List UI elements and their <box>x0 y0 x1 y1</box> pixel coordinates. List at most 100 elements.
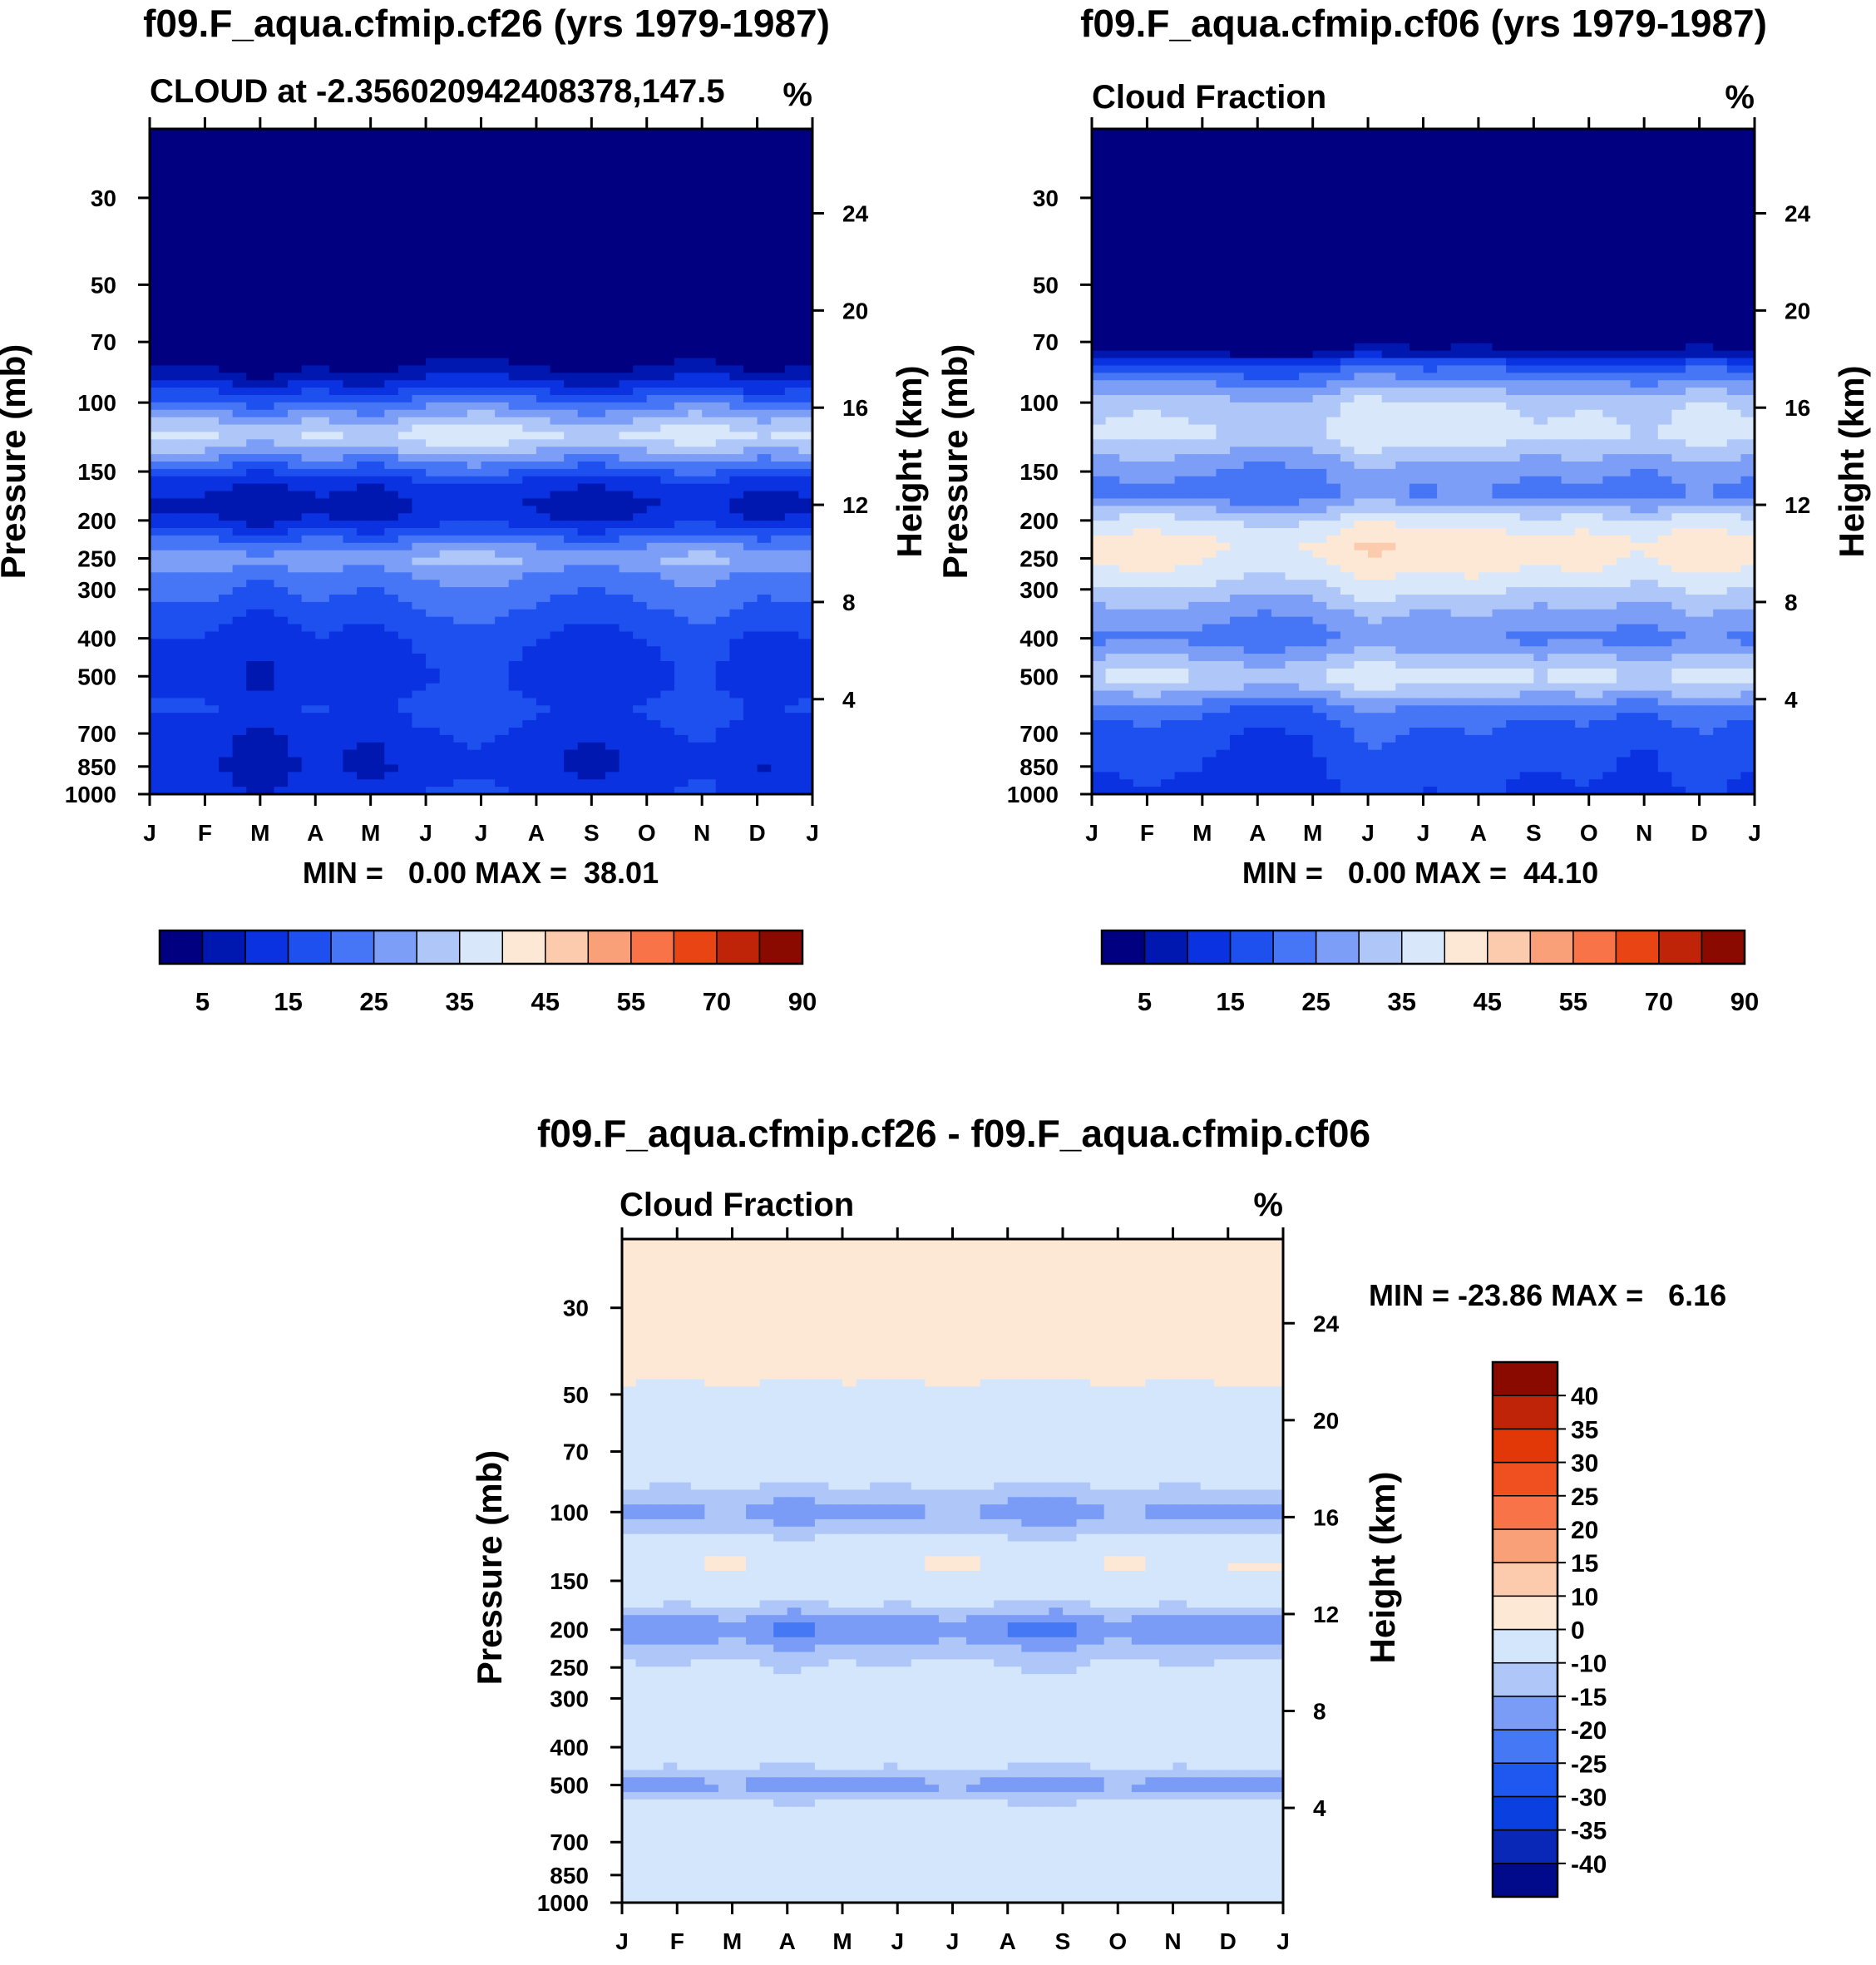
heat-cell <box>467 735 481 743</box>
heat-cell <box>150 498 164 506</box>
heat-cell <box>177 631 191 639</box>
heat-cell <box>246 454 260 462</box>
heat-cell <box>605 203 620 210</box>
heat-cell <box>605 625 620 632</box>
heat-cell <box>302 447 316 454</box>
heat-cell <box>689 572 703 580</box>
heat-cell <box>329 462 343 469</box>
heat-cell <box>564 469 578 476</box>
heat-cell <box>689 750 703 758</box>
heat-cell <box>426 247 440 254</box>
heat-cell <box>233 462 247 469</box>
heat-cell <box>467 402 481 410</box>
heat-cell <box>605 292 620 299</box>
heat-cell <box>729 447 743 454</box>
heat-cell <box>702 336 716 343</box>
heat-cell <box>343 779 357 787</box>
heat-cell <box>729 735 743 743</box>
heat-cell <box>384 469 398 476</box>
heat-cell <box>605 336 620 343</box>
heat-cell <box>605 254 620 262</box>
heat-cell <box>758 144 772 151</box>
heat-cell <box>371 669 385 676</box>
heat-cell <box>440 314 454 321</box>
heat-cell <box>453 491 467 499</box>
heat-cell <box>660 506 674 513</box>
heat-cell <box>426 447 440 454</box>
heat-cell <box>798 684 812 691</box>
heat-cell <box>260 758 274 765</box>
heat-cell <box>1533 180 1548 188</box>
heat-cell <box>371 239 385 247</box>
heat-cell <box>398 521 412 528</box>
heat-cell <box>509 239 523 247</box>
heat-cell <box>550 728 565 735</box>
heat-cell <box>219 513 233 521</box>
heat-cell <box>743 247 758 254</box>
heat-cell <box>689 180 703 188</box>
heat-cell <box>371 476 385 484</box>
heat-cell <box>260 498 274 506</box>
heat-cell <box>177 558 191 565</box>
heat-cell <box>1451 136 1465 144</box>
heat-cell <box>1175 210 1189 218</box>
heat-cell <box>564 713 578 720</box>
heat-cell <box>219 536 233 543</box>
heat-cell <box>605 676 620 684</box>
heat-cell <box>591 631 605 639</box>
heat-cell <box>260 610 274 617</box>
heat-cell <box>260 299 274 306</box>
heat-cell <box>771 476 785 484</box>
heat-cell <box>729 595 743 602</box>
heat-cell <box>329 239 343 247</box>
heat-cell <box>564 388 578 395</box>
heat-cell <box>481 195 496 203</box>
heat-cell <box>315 698 329 705</box>
heat-cell <box>288 469 302 476</box>
heat-cell <box>702 159 716 166</box>
heat-cell <box>1437 188 1451 195</box>
heat-cell <box>578 321 592 328</box>
heat-cell <box>674 705 689 713</box>
heat-cell <box>357 195 371 203</box>
heat-cell <box>398 661 412 669</box>
heat-cell <box>1424 210 1438 218</box>
heat-cell <box>522 691 536 699</box>
heat-cell <box>1216 151 1230 159</box>
heat-cell <box>453 772 467 779</box>
heat-cell <box>771 720 785 728</box>
heat-cell <box>536 358 550 366</box>
heat-cell <box>384 262 398 269</box>
heat-cell <box>177 550 191 558</box>
heat-cell <box>233 602 247 610</box>
heat-cell <box>384 195 398 203</box>
heat-cell <box>467 691 481 699</box>
heat-cell <box>343 565 357 572</box>
heat-cell <box>633 521 647 528</box>
heat-cell <box>260 151 274 159</box>
heat-cell <box>743 314 758 321</box>
heat-cell <box>605 528 620 536</box>
heat-cell <box>219 210 233 218</box>
heat-cell <box>798 691 812 699</box>
heat-cell <box>412 587 426 595</box>
colorbar-swatch <box>588 931 631 964</box>
heat-cell <box>591 476 605 484</box>
heat-cell <box>233 691 247 699</box>
heat-cell <box>605 743 620 750</box>
heat-cell <box>798 277 812 284</box>
heat-cell <box>1299 144 1313 151</box>
heat-cell <box>1671 180 1686 188</box>
heat-cell <box>647 203 661 210</box>
heat-cell <box>743 580 758 587</box>
heat-cell <box>177 321 191 328</box>
heat-cell <box>674 195 689 203</box>
heat-cell <box>191 625 205 632</box>
heat-cell <box>743 728 758 735</box>
heat-cell <box>798 654 812 661</box>
heat-cell <box>274 165 288 173</box>
heat-cell <box>647 321 661 328</box>
heat-cell <box>219 713 233 720</box>
heat-cell <box>274 691 288 699</box>
heat-cell <box>620 758 634 765</box>
